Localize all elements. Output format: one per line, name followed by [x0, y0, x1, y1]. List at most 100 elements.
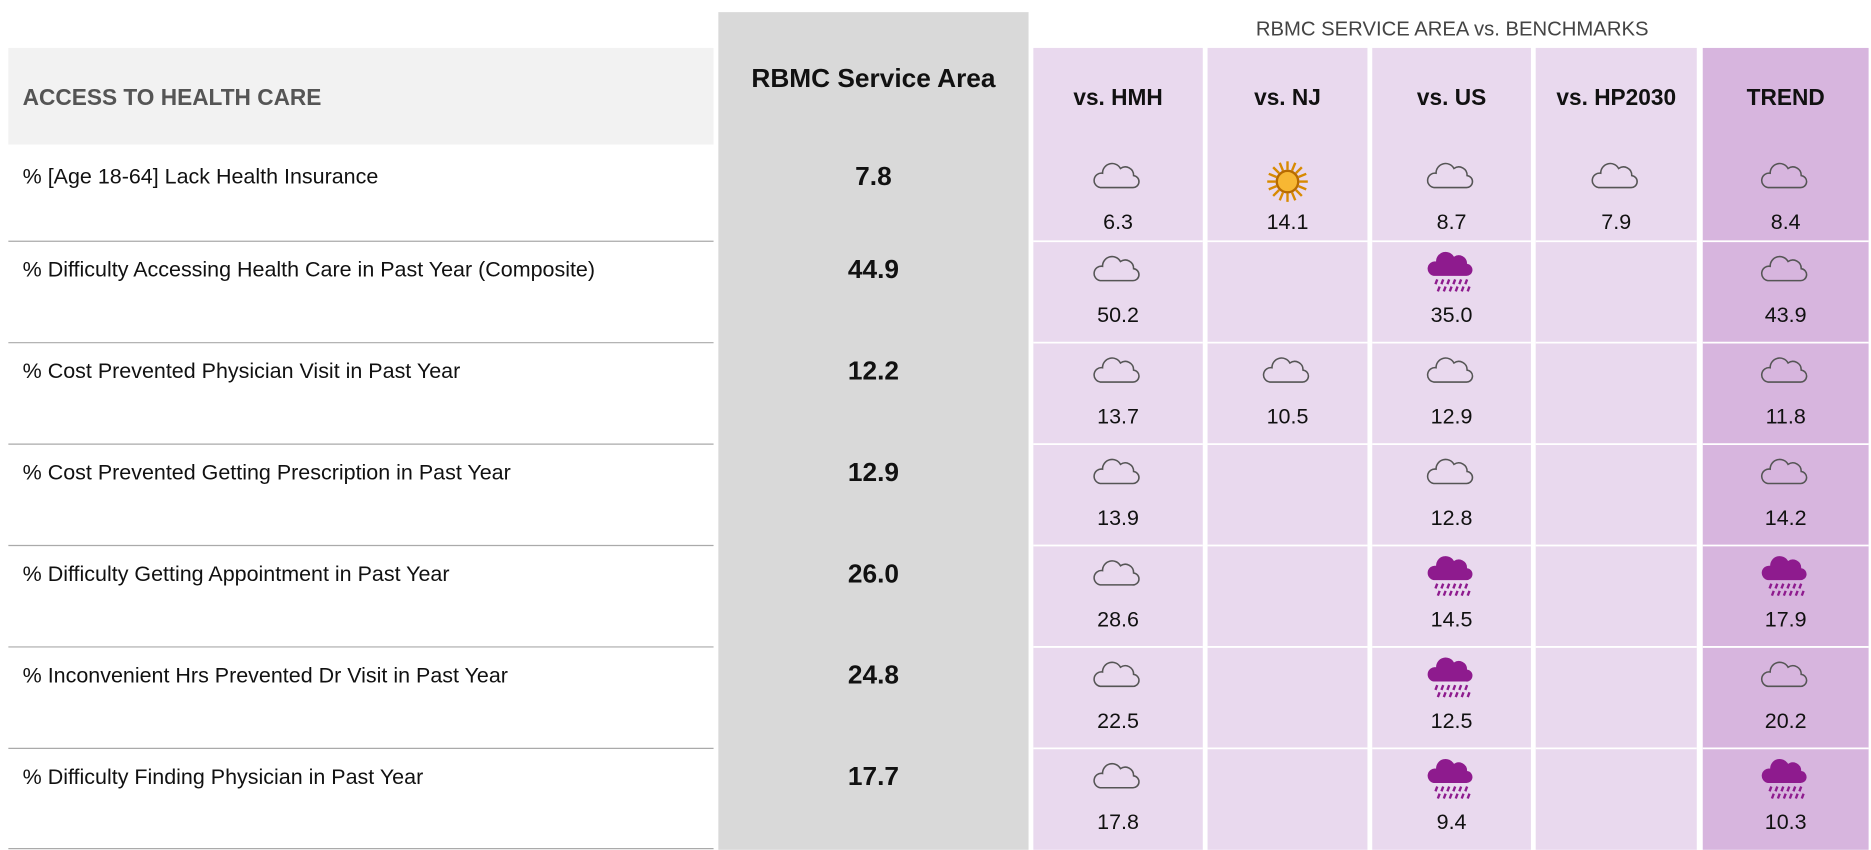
cloud-icon [1591, 162, 1638, 189]
rain-drop [1446, 279, 1451, 285]
sun-ray [1295, 166, 1303, 174]
sun-ray [1295, 189, 1303, 197]
rain-drop [1460, 286, 1465, 292]
rain-icon [1761, 758, 1807, 799]
rain-drop [1442, 286, 1447, 292]
row-label: % Difficulty Getting Appointment in Past… [23, 562, 450, 586]
rain-drop [1460, 590, 1465, 597]
cloud-icon [1760, 661, 1808, 688]
rain-drop [1780, 583, 1785, 589]
rain-drop [1452, 684, 1457, 691]
row-value: 17.7 [848, 761, 899, 791]
cloud-icon [1093, 762, 1140, 789]
column-header: TREND [1747, 84, 1825, 110]
row-value: 12.2 [848, 355, 899, 385]
rain-drop [1436, 691, 1441, 698]
rain-cloud [1427, 758, 1473, 784]
cell-value: 14.2 [1765, 506, 1807, 530]
rain-drop [1782, 793, 1787, 799]
benchmark-column-bg [1702, 47, 1869, 850]
cell-value: 20.2 [1765, 709, 1807, 733]
row-label: % Cost Prevented Physician Visit in Past… [23, 359, 461, 383]
cloud-icon [1093, 458, 1140, 485]
rain-drop [1440, 684, 1445, 691]
rain-drop [1458, 279, 1463, 285]
row-value: 24.8 [848, 660, 899, 690]
cell-value: 7.9 [1601, 210, 1631, 234]
benchmark-column-bg [1372, 47, 1531, 850]
rain-drop [1434, 786, 1439, 792]
rain-drop [1452, 279, 1457, 285]
cell-value: 22.5 [1097, 709, 1139, 733]
cloud-icon [1262, 357, 1310, 383]
row-value: 12.9 [848, 457, 899, 487]
cell-value: 50.2 [1097, 303, 1139, 327]
cell-value: 10.5 [1267, 405, 1309, 429]
rain-drop [1436, 590, 1441, 597]
rain-drop [1434, 279, 1439, 285]
rain-cloud [1761, 758, 1807, 784]
rain-drop [1768, 786, 1773, 792]
rain-drop [1782, 590, 1787, 597]
rain-drop [1770, 793, 1775, 799]
rain-drop [1454, 590, 1459, 597]
rain-cloud [1427, 556, 1473, 581]
cell-value: 17.8 [1097, 810, 1139, 834]
rain-drop [1440, 279, 1445, 285]
cell-value: 8.7 [1437, 210, 1467, 234]
rain-drop [1792, 583, 1797, 589]
cloud-icon [1760, 458, 1808, 485]
benchmark-column-bg [1033, 47, 1203, 850]
sun-disc [1275, 169, 1300, 194]
sun-icon [1267, 161, 1308, 202]
sun-ray [1298, 172, 1307, 179]
rain-drop [1448, 286, 1453, 292]
cell-value: 35.0 [1431, 303, 1473, 327]
rain-drop [1798, 583, 1803, 589]
sun-ray [1272, 189, 1280, 197]
column-header: vs. HP2030 [1556, 84, 1676, 110]
rain-drop [1800, 590, 1805, 597]
sun-ray [1278, 192, 1285, 201]
benchmark-column-bg [1535, 47, 1697, 850]
rain-cloud [1427, 251, 1473, 276]
rain-drop [1464, 786, 1469, 792]
rain-drop [1446, 786, 1451, 792]
cloud-icon [1093, 255, 1140, 282]
cell-value: 9.4 [1437, 810, 1467, 834]
rain-drop [1774, 786, 1779, 792]
section-header-bg [8, 47, 714, 145]
rain-drop [1466, 590, 1471, 597]
rain-drop [1454, 793, 1459, 799]
rain-drop [1464, 684, 1469, 691]
rain-drop [1454, 286, 1459, 292]
cloud-icon [1426, 162, 1474, 189]
rain-drop [1464, 279, 1469, 285]
rain-drop [1466, 793, 1471, 799]
row-label: % Difficulty Finding Physician in Past Y… [23, 765, 424, 789]
rain-drop [1434, 583, 1439, 589]
rain-drop [1436, 286, 1441, 292]
rain-drop [1768, 583, 1773, 589]
cell-value: 43.9 [1765, 303, 1807, 327]
cell-value: 10.3 [1765, 810, 1807, 834]
rain-cloud [1427, 657, 1473, 682]
rain-drop [1800, 793, 1805, 799]
cell-value: 6.3 [1103, 210, 1133, 234]
rain-drop [1434, 684, 1439, 691]
row-value: 7.8 [855, 161, 892, 191]
rain-drop [1458, 583, 1463, 589]
column-header: vs. HMH [1073, 84, 1162, 110]
rain-drop [1798, 786, 1803, 792]
cloud-icon [1093, 162, 1140, 189]
rain-drop [1466, 691, 1471, 698]
rain-drop [1792, 786, 1797, 792]
rain-drop [1454, 691, 1459, 698]
cell-value: 12.5 [1431, 709, 1473, 733]
row-label: % Inconvenient Hrs Prevented Dr Visit in… [23, 663, 508, 687]
rain-drop [1446, 583, 1451, 589]
rain-drop [1458, 684, 1463, 691]
rain-drop [1440, 786, 1445, 792]
rain-drop [1442, 590, 1447, 597]
cell-value: 11.8 [1766, 405, 1806, 429]
